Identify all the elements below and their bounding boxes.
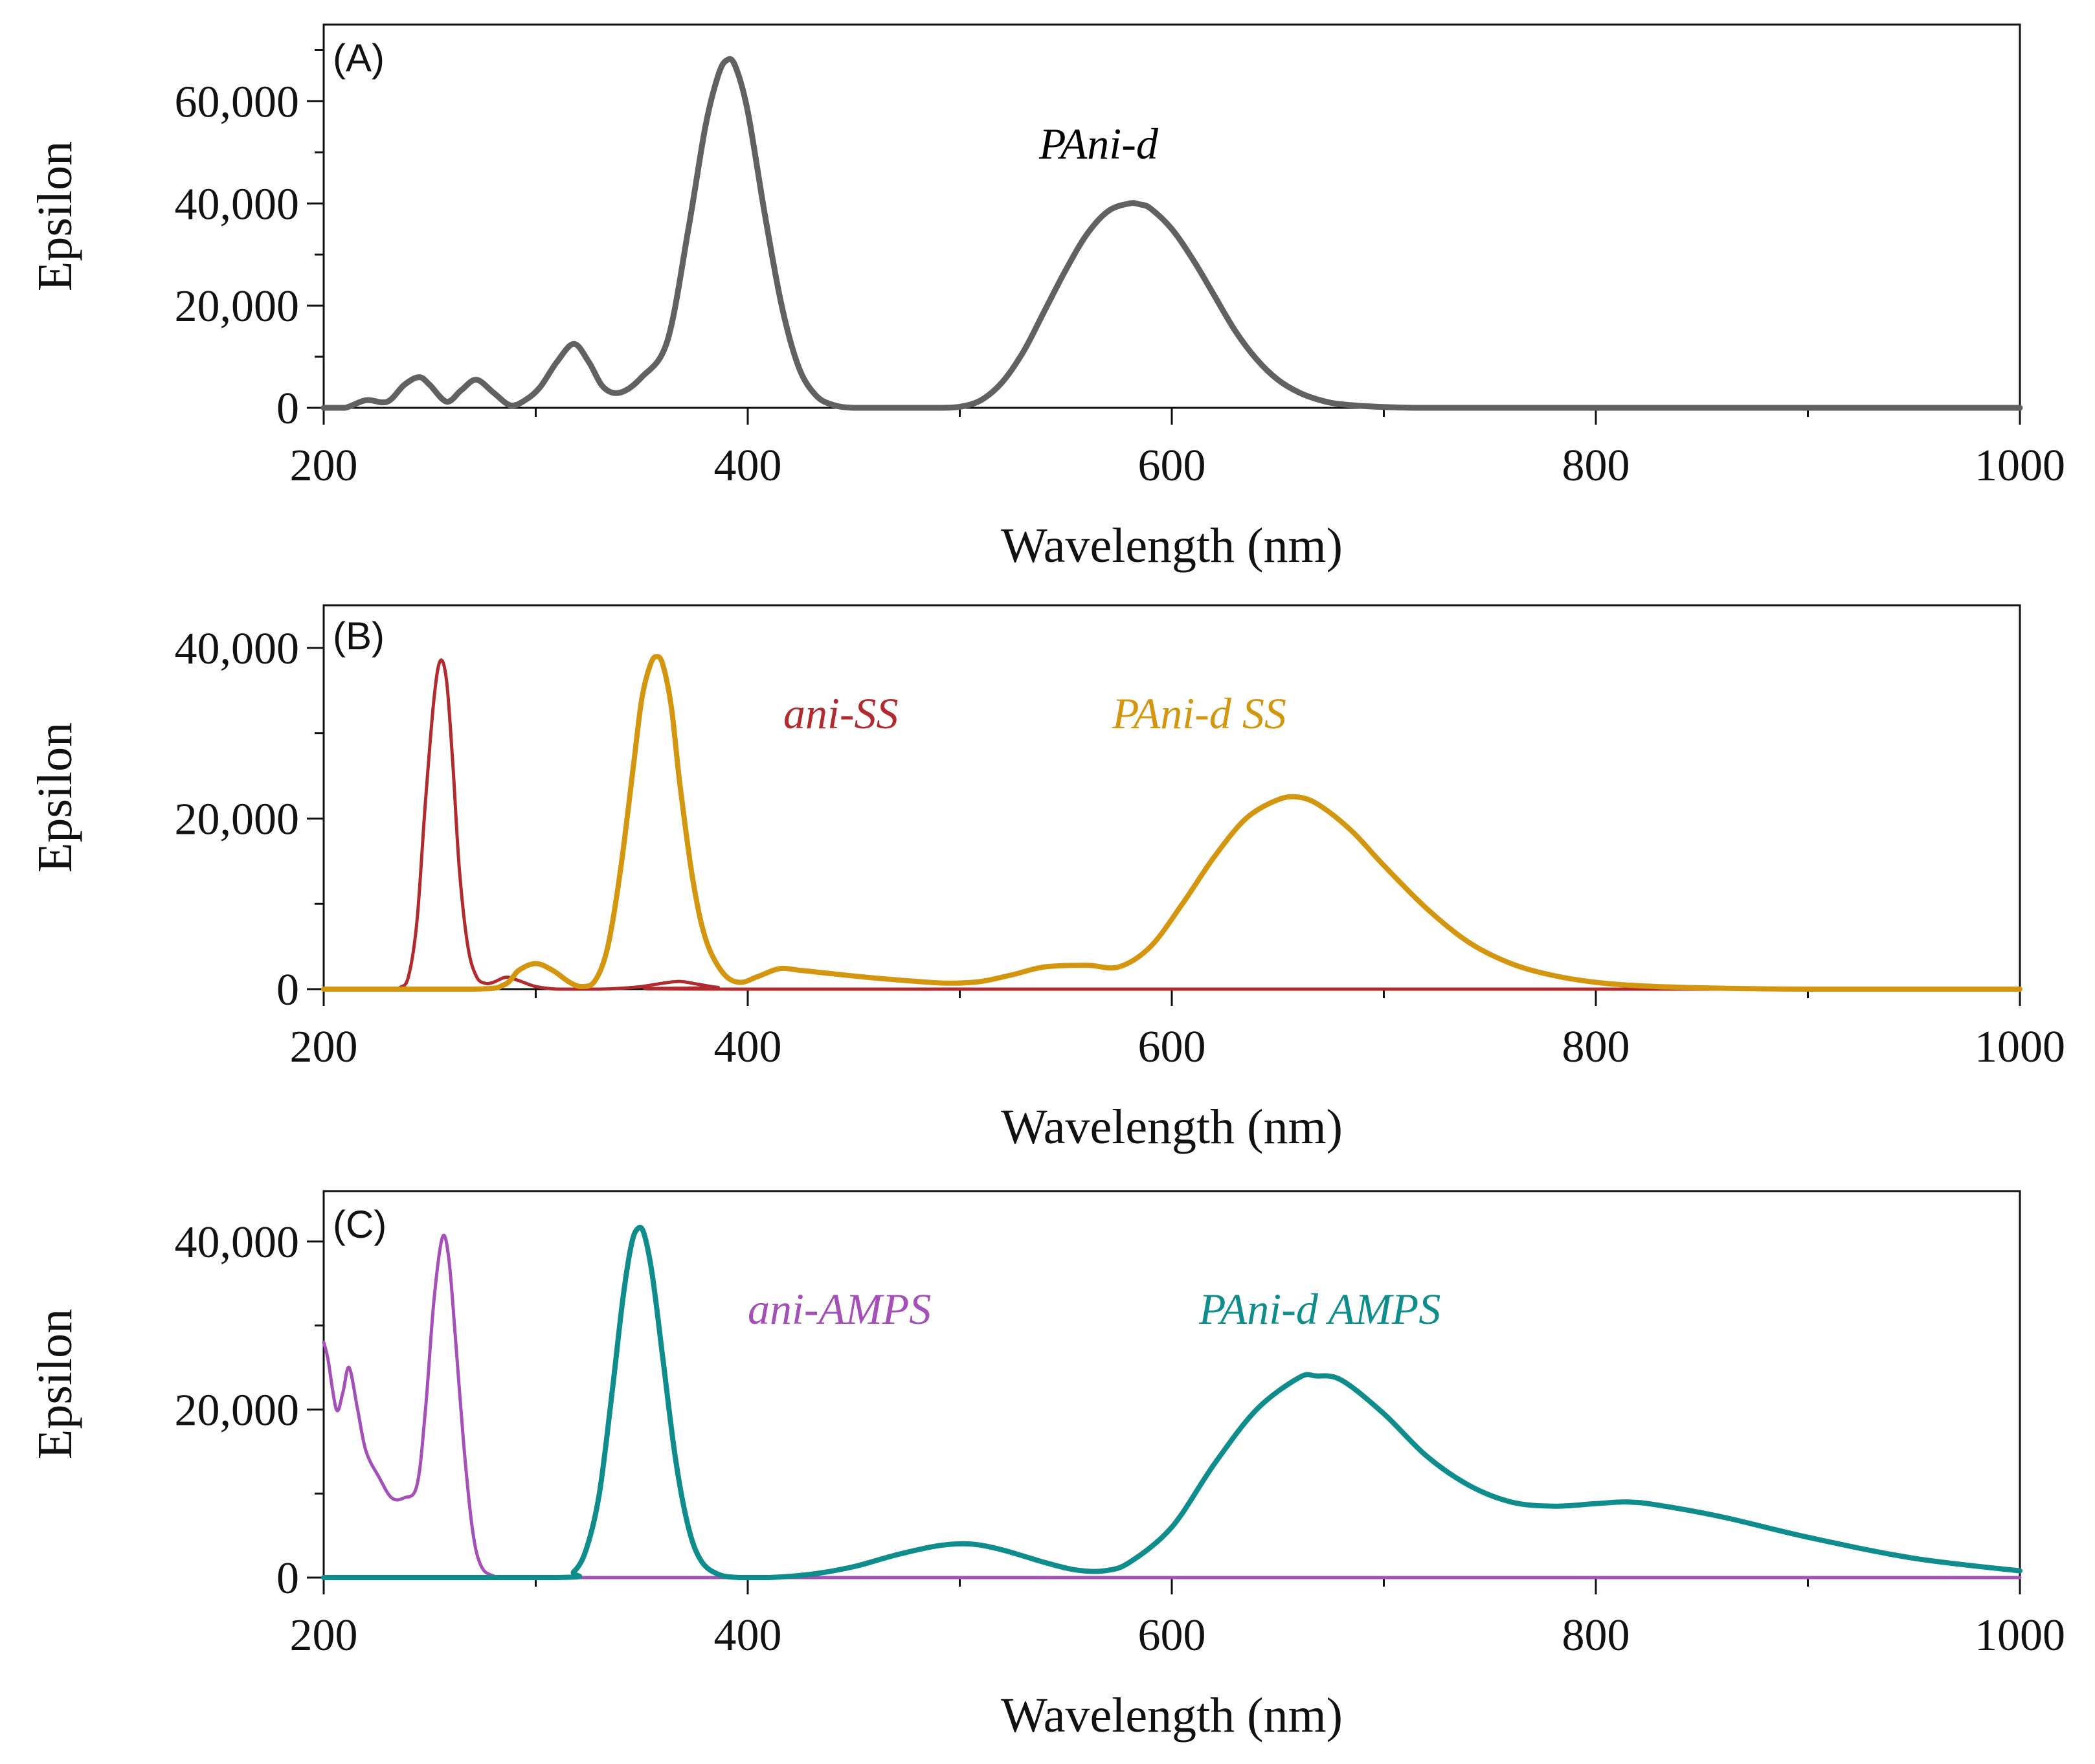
series-group [321, 1224, 2022, 1581]
x-axis-title: Wavelength (nm) [1001, 1100, 1343, 1154]
x-tick-label: 1000 [1975, 441, 2065, 491]
y-tick-label: 60,000 [175, 77, 300, 127]
panel-c: 200 400 600 800 1000 0 20,000 40,000 (C) ani-AM… [28, 1190, 2066, 1743]
annotation-ani-amps: ani-AMPS [748, 1284, 931, 1334]
x-tick-label: 1000 [1975, 1022, 2065, 1072]
tick-labels: 200 400 600 800 1000 0 20,000 40,000 60,000 [175, 77, 2066, 491]
y-tick-label: 0 [276, 1554, 299, 1603]
annotation-ani-ss: ani-SS [783, 689, 899, 738]
x-axis-title: Wavelength (nm) [1001, 1688, 1343, 1743]
x-tick-label: 1000 [1975, 1611, 2065, 1660]
y-tick-label: 0 [276, 384, 299, 434]
tick-marks [307, 1240, 2021, 1594]
annotation-pani-d-amps: PAni-d AMPS [1198, 1284, 1440, 1334]
series-line-pani-d-amps [321, 1224, 2022, 1581]
panel-label: (C) [333, 1203, 387, 1246]
x-tick-label: 200 [290, 441, 358, 491]
x-tick-label: 400 [714, 1611, 782, 1660]
series-group [320, 56, 2023, 411]
x-tick-label: 600 [1138, 441, 1206, 491]
y-tick-label: 40,000 [175, 624, 300, 674]
x-tick-label: 800 [1562, 1022, 1630, 1072]
x-tick-label: 400 [714, 1022, 782, 1072]
series-line-pani-d-ss [321, 654, 2022, 992]
panel-b: 200 400 600 800 1000 0 20,000 40,000 (B) ani-SS… [28, 604, 2066, 1154]
y-tick-label: 20,000 [175, 794, 300, 844]
x-axis-title: Wavelength (nm) [1001, 519, 1343, 573]
x-tick-label: 400 [714, 441, 782, 491]
annotation-pani-d: PAni-d [1038, 119, 1159, 168]
y-axis-title: Epsilon [28, 722, 82, 873]
tick-marks [307, 49, 2021, 425]
y-tick-label: 20,000 [175, 1385, 300, 1435]
y-tick-label: 40,000 [175, 179, 300, 229]
tick-marks [307, 647, 2021, 1006]
plot-frame [322, 1190, 2021, 1579]
x-tick-label: 600 [1138, 1022, 1206, 1072]
x-tick-label: 600 [1138, 1611, 1206, 1660]
tick-labels: 200 400 600 800 1000 0 20,000 40,000 [175, 624, 2066, 1072]
y-tick-label: 40,000 [175, 1218, 300, 1267]
y-axis-title: Epsilon [28, 1309, 82, 1459]
annotation-pani-d-ss: PAni-d SS [1112, 689, 1286, 738]
x-tick-label: 800 [1562, 1611, 1630, 1660]
y-tick-label: 20,000 [175, 282, 300, 331]
series-line-pani-d [320, 56, 2023, 411]
y-tick-label: 0 [276, 965, 299, 1015]
x-tick-label: 200 [290, 1022, 358, 1072]
plot-frame [322, 604, 2021, 990]
x-tick-label: 200 [290, 1611, 358, 1660]
series-line-ani-amps [322, 1233, 2022, 1580]
x-tick-label: 800 [1562, 441, 1630, 491]
y-axis-title: Epsilon [28, 141, 82, 291]
tick-labels: 200 400 600 800 1000 0 20,000 40,000 [175, 1218, 2066, 1660]
series-group [321, 654, 2022, 992]
panel-label: (B) [333, 614, 385, 658]
panel-label: (A) [333, 36, 385, 80]
